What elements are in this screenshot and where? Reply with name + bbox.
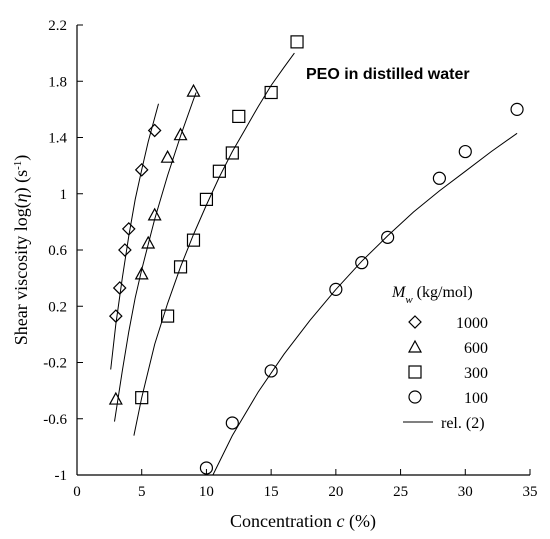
data-point-1000	[112, 281, 127, 295]
data-point-600	[134, 266, 149, 280]
y-axis-title-close: )	[11, 155, 32, 161]
data-point-100	[264, 364, 278, 378]
data-point-300	[232, 109, 246, 124]
data-point-600	[147, 207, 162, 221]
y-tick-label: 1.4	[48, 131, 67, 147]
legend-marker-square	[408, 365, 422, 379]
legend-title: Mw (kg/mol)	[391, 284, 473, 306]
data-point-600	[173, 127, 188, 141]
legend-label: 100	[464, 390, 488, 407]
ticks: 0 5 10 15 20 25 30 35 -1 -0.6 -0.2 0.2 0.6 1 1.4 1.8 2.2	[43, 18, 537, 500]
y-tick-label: 1.8	[48, 74, 67, 90]
data-point-300	[173, 260, 188, 274]
y-axis-title-main: Shear viscosity log(	[11, 202, 32, 345]
x-axis-title-unit: (%)	[345, 511, 376, 532]
data-point-300	[161, 309, 175, 323]
data-markers	[108, 35, 524, 475]
y-tick-label: -0.6	[43, 412, 67, 428]
legend-title-unit: (kg/mol)	[413, 284, 473, 301]
y-tick-label: 1	[60, 187, 68, 203]
data-point-300	[212, 164, 226, 178]
y-axis-title-sup: -1	[12, 161, 24, 170]
data-point-1000	[147, 123, 162, 138]
legend-label: 600	[464, 340, 488, 357]
data-point-300	[264, 85, 278, 100]
data-point-100	[510, 102, 524, 116]
data-point-300	[135, 391, 149, 405]
data-point-600	[108, 391, 123, 405]
legend: Mw (kg/mol) 1000 600 300 100 rel. (2)	[391, 284, 488, 432]
data-point-100	[329, 282, 343, 296]
x-tick-label: 0	[73, 484, 81, 500]
x-axis-title-main: Concentration	[230, 511, 336, 531]
x-tick-label: 25	[393, 484, 408, 500]
fit-line-300	[133, 52, 295, 436]
data-point-100	[199, 461, 214, 475]
legend-label: rel. (2)	[441, 415, 485, 432]
data-point-300	[225, 146, 239, 160]
data-point-100	[225, 416, 239, 430]
data-point-600	[186, 83, 201, 97]
x-tick-label: 10	[199, 484, 214, 500]
x-tick-label: 30	[458, 484, 473, 500]
data-point-300	[186, 233, 201, 247]
data-point-100	[381, 230, 395, 244]
fit-lines	[110, 52, 518, 476]
y-tick-label: -0.2	[43, 356, 67, 372]
x-tick-label: 5	[138, 484, 146, 500]
plot-frame-group	[76, 25, 530, 476]
legend-title-main: M	[391, 284, 407, 301]
legend-label: 1000	[456, 315, 488, 332]
fit-line-100	[212, 132, 518, 476]
fit-line-600	[114, 92, 197, 422]
data-point-600	[160, 149, 175, 163]
x-axis-title-var: c	[337, 511, 345, 531]
x-tick-label: 35	[523, 484, 538, 500]
x-axis-title: Concentration c (%)	[230, 511, 376, 532]
x-tick-label: 15	[264, 484, 279, 500]
data-point-100	[458, 144, 472, 159]
y-tick-label: -1	[55, 468, 68, 484]
data-point-600	[141, 235, 156, 249]
legend-marker-triangle	[407, 339, 423, 353]
y-axis-title-unit: ) (s	[11, 170, 32, 194]
data-point-1000	[118, 243, 132, 257]
fit-line-1000	[110, 103, 159, 370]
data-point-300	[290, 35, 304, 49]
legend-marker-diamond	[408, 315, 422, 329]
y-axis-title: Shear viscosity log(η) (s-1)	[11, 155, 32, 346]
y-tick-label: 0.6	[48, 243, 67, 259]
legend-marker-circle	[408, 390, 422, 404]
legend-title-sub: w	[405, 294, 413, 306]
y-axis-title-var: η	[11, 193, 31, 202]
data-point-1000	[121, 222, 136, 236]
chart-title: PEO in distilled water	[306, 66, 470, 83]
y-tick-label: 0.2	[48, 299, 67, 315]
legend-label: 300	[464, 365, 488, 382]
data-point-1000	[108, 309, 123, 323]
data-point-1000	[134, 162, 149, 177]
x-tick-label: 20	[328, 484, 343, 500]
data-point-300	[199, 192, 214, 206]
data-point-100	[432, 171, 446, 185]
legend-entries: 1000 600 300 100 rel. (2)	[403, 315, 488, 432]
data-point-100	[355, 256, 369, 270]
y-tick-label: 2.2	[48, 18, 67, 34]
